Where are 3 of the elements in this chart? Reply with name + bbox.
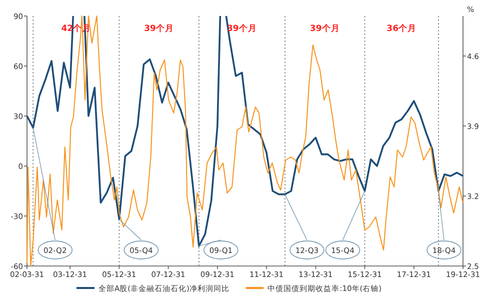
- annotation: 39个月: [310, 23, 340, 34]
- annotation: 39个月: [144, 23, 174, 34]
- annotation: 36个月: [386, 23, 417, 34]
